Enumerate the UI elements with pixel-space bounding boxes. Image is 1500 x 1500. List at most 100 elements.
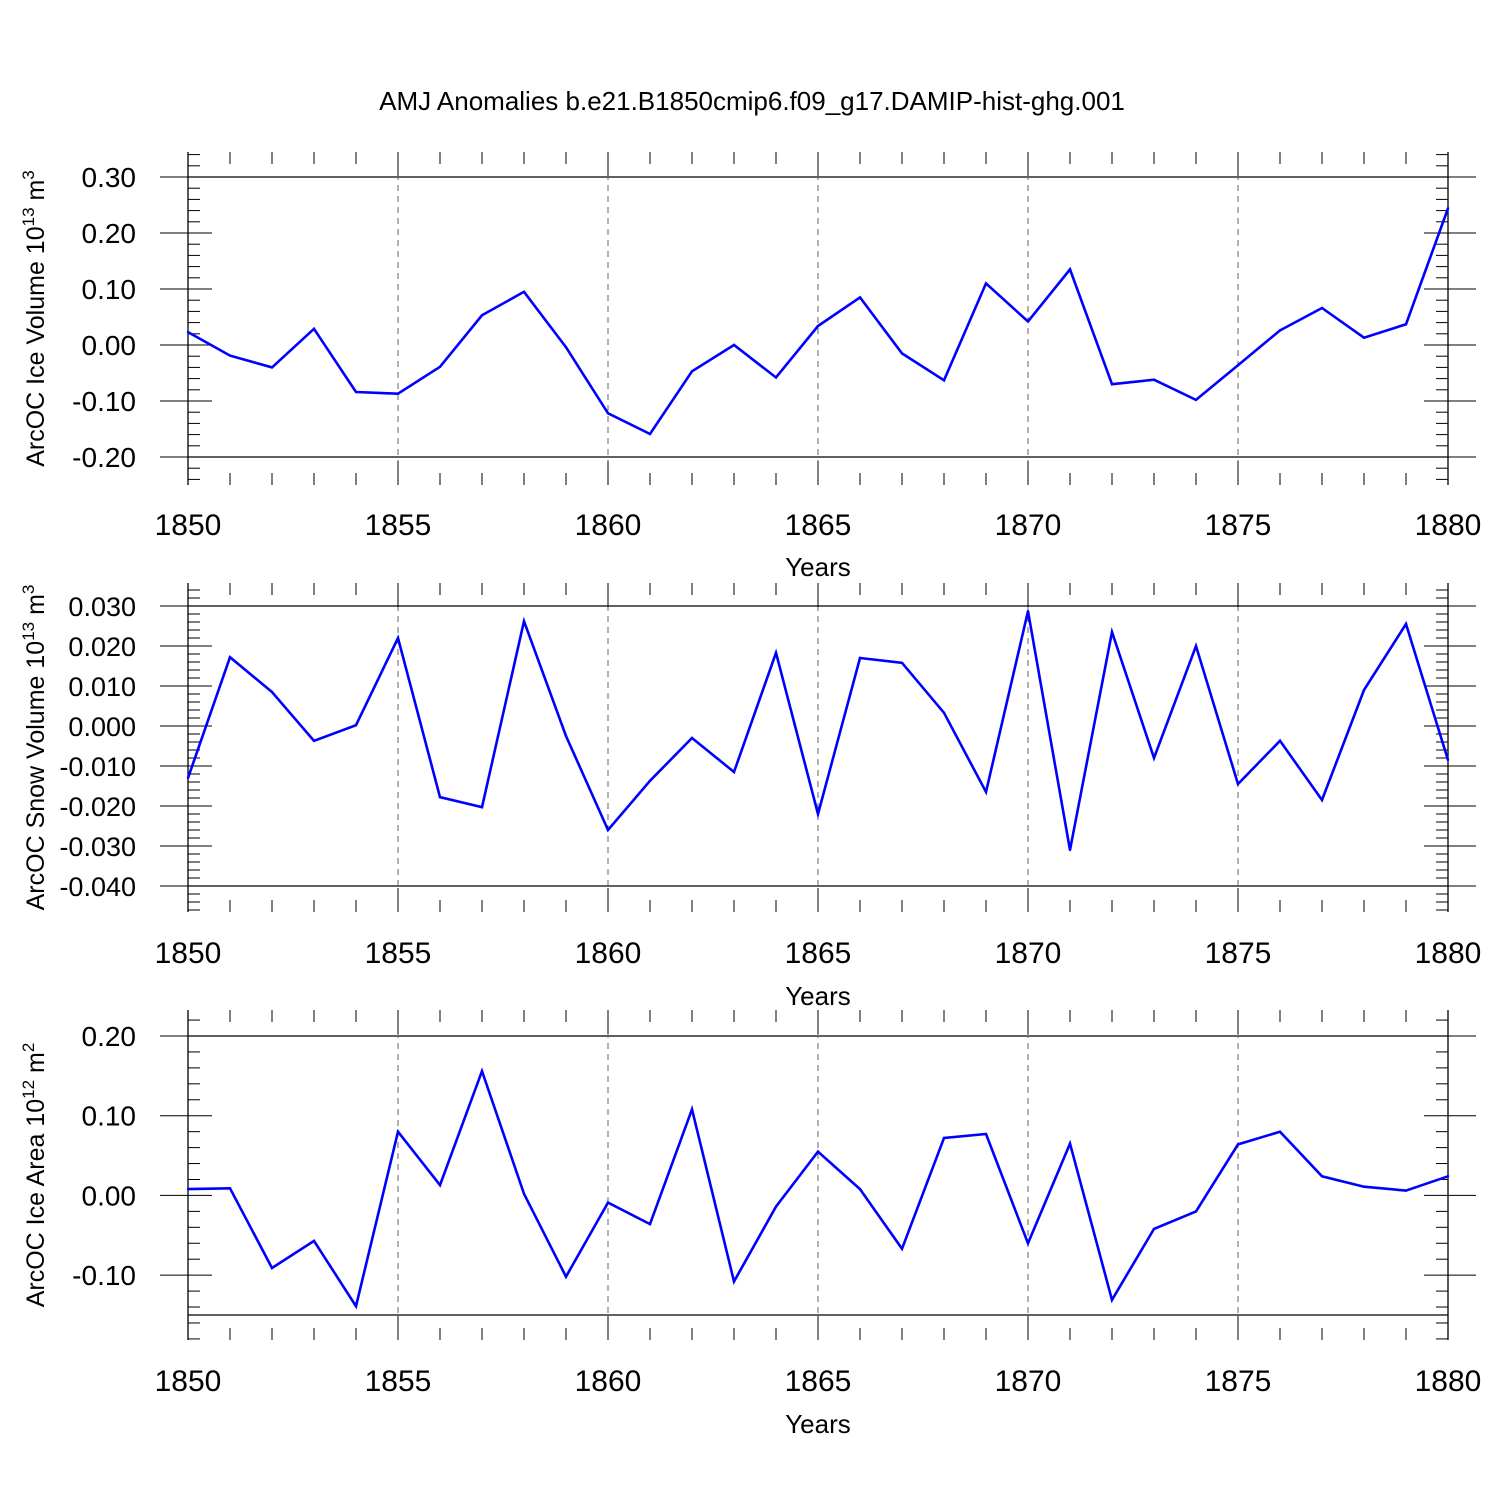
data-point bbox=[1446, 758, 1450, 762]
data-point bbox=[396, 636, 400, 640]
data-point bbox=[564, 346, 568, 349]
y-tick-label: 0.030 bbox=[68, 592, 136, 622]
data-point bbox=[732, 770, 736, 774]
x-tick-label: 1850 bbox=[155, 509, 222, 542]
x-tick-label: 1855 bbox=[365, 509, 432, 542]
y-axis-label-unit: m bbox=[22, 1052, 50, 1080]
data-point bbox=[1404, 323, 1408, 326]
data-point bbox=[1026, 1242, 1030, 1245]
data-point bbox=[984, 282, 988, 285]
x-tick-label: 1850 bbox=[155, 937, 222, 970]
data-point bbox=[816, 812, 820, 816]
data-point bbox=[858, 296, 862, 299]
data-point bbox=[1320, 798, 1324, 802]
data-point bbox=[858, 1187, 862, 1191]
data-point bbox=[480, 1069, 484, 1073]
x-tick-label: 1855 bbox=[365, 1365, 432, 1398]
data-point bbox=[312, 739, 316, 742]
data-point bbox=[1446, 207, 1450, 210]
data-point bbox=[648, 1222, 652, 1226]
y-tick-label: 0.000 bbox=[68, 712, 136, 742]
data-point bbox=[1320, 306, 1324, 310]
x-tick-label: 1870 bbox=[995, 509, 1062, 542]
y-tick-label: 0.020 bbox=[68, 632, 136, 662]
data-point bbox=[1404, 1189, 1408, 1192]
x-tick-label: 1875 bbox=[1205, 937, 1272, 970]
data-point bbox=[1404, 622, 1408, 626]
y-axis-label-unit: m bbox=[22, 594, 50, 622]
data-point bbox=[270, 366, 274, 369]
data-point bbox=[1110, 383, 1114, 386]
data-point bbox=[942, 1136, 946, 1140]
x-tick-label: 1880 bbox=[1415, 937, 1482, 970]
y-tick-label: -0.10 bbox=[72, 1260, 136, 1291]
data-point bbox=[522, 620, 526, 623]
data-point bbox=[816, 1150, 820, 1153]
data-point bbox=[606, 412, 610, 415]
y-tick-label: 0.010 bbox=[68, 672, 136, 702]
y-axis-label-text: ArcOC Ice Volume 10 bbox=[22, 226, 50, 466]
y-axis-label-text: ArcOC Snow Volume 10 bbox=[22, 641, 50, 911]
data-point bbox=[522, 290, 526, 293]
data-point bbox=[1278, 739, 1282, 742]
data-point bbox=[1362, 688, 1366, 692]
data-point bbox=[1194, 644, 1198, 648]
data-point bbox=[690, 370, 694, 373]
y-axis-label-exponent: 12 bbox=[19, 1080, 38, 1099]
data-point bbox=[774, 651, 778, 654]
data-point bbox=[942, 711, 946, 714]
y-axis-label-unit-exponent: 3 bbox=[19, 170, 38, 179]
data-point bbox=[1236, 782, 1240, 786]
data-point bbox=[312, 327, 316, 330]
data-point bbox=[564, 1275, 568, 1278]
data-point bbox=[396, 1130, 400, 1133]
data-point bbox=[1320, 1175, 1324, 1178]
data-point bbox=[942, 379, 946, 382]
data-point bbox=[984, 1132, 988, 1136]
data-point bbox=[1278, 1130, 1282, 1133]
x-tick-label: 1850 bbox=[155, 1365, 222, 1398]
y-tick-label: 0.10 bbox=[82, 274, 137, 305]
data-point bbox=[354, 724, 358, 727]
data-point bbox=[732, 1280, 736, 1283]
data-point bbox=[900, 661, 904, 664]
chart-panel-3: -0.10 0.00 0.10 0.20 1850 1855 1860 1865 1870 187… bbox=[19, 1010, 1481, 1439]
x-axis-label: Years bbox=[785, 552, 851, 582]
y-tick-label: 0.00 bbox=[82, 330, 137, 361]
data-point bbox=[1152, 378, 1156, 381]
data-point bbox=[186, 1187, 190, 1191]
data-point bbox=[480, 314, 484, 317]
data-point bbox=[606, 1201, 610, 1204]
data-point bbox=[1236, 1143, 1240, 1146]
data-point bbox=[732, 343, 736, 347]
data-point bbox=[1446, 1175, 1450, 1178]
data-point bbox=[1026, 610, 1030, 613]
x-axis-label: Years bbox=[785, 1409, 851, 1439]
data-point bbox=[1362, 1185, 1366, 1188]
x-tick-label: 1865 bbox=[785, 509, 852, 542]
data-point bbox=[1362, 336, 1366, 339]
data-point bbox=[438, 365, 442, 369]
data-point bbox=[774, 376, 778, 379]
data-point bbox=[1110, 630, 1114, 634]
chart-panel-1: -0.20 -0.10 0.00 0.10 0.20 0.30 1850 1855 1860 18… bbox=[19, 152, 1481, 582]
y-axis-label-unit-exponent: 2 bbox=[19, 1043, 38, 1052]
data-point bbox=[900, 1247, 904, 1251]
data-point bbox=[1152, 1227, 1156, 1231]
data-point bbox=[186, 330, 190, 334]
data-point bbox=[984, 790, 988, 794]
y-axis-label-unit-exponent: 3 bbox=[19, 585, 38, 594]
y-axis-label-unit: m bbox=[22, 180, 50, 208]
data-point bbox=[1068, 268, 1072, 271]
data-point bbox=[1110, 1298, 1114, 1302]
y-tick-label: -0.040 bbox=[59, 872, 136, 902]
y-tick-label: 0.10 bbox=[82, 1101, 137, 1132]
data-point bbox=[228, 656, 232, 659]
data-point bbox=[354, 1305, 358, 1308]
x-tick-label: 1860 bbox=[575, 509, 642, 542]
data-point bbox=[1236, 363, 1240, 367]
x-tick-label: 1875 bbox=[1205, 1365, 1272, 1398]
data-point bbox=[1068, 848, 1072, 852]
x-tick-label: 1865 bbox=[785, 1365, 852, 1398]
y-axis-label-exponent: 13 bbox=[19, 622, 38, 641]
